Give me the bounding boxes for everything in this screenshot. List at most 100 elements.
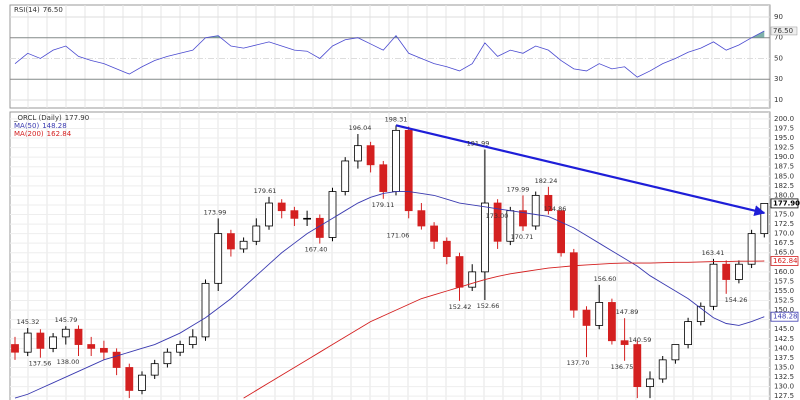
candle-body [417,210,426,227]
candle-body [633,344,642,388]
y-tick-label: 70 [774,34,783,42]
price-annotation: 171.06 [387,232,410,240]
price-annotation: 173.00 [486,212,509,220]
candle-body [608,302,616,342]
candle-body [49,336,57,349]
candle-body [582,309,591,326]
candle-body [620,340,629,345]
candle-body [328,191,337,238]
price-annotation: 196.04 [349,124,372,132]
y-tick-label: 152.5 [774,297,794,305]
price-annotation: 145.32 [17,318,40,326]
price-annotation: 156.60 [594,275,617,283]
candle-body [214,233,223,284]
y-tick-label: 175.0 [774,211,794,219]
plot [11,125,769,399]
y-tick-label: 150.0 [774,306,794,314]
y-tick-label: 127.5 [774,392,794,400]
candle-body [303,217,312,220]
candle-body [480,202,489,273]
price-annotation: 154.26 [725,296,748,304]
candle-body [125,367,134,391]
candle-body [760,203,769,235]
legend: _ORCL (Daily) 177.90 [13,114,89,122]
candle-body [747,233,756,265]
candle-body [36,332,45,349]
rsi-panel [9,4,771,109]
candle-body [112,351,121,368]
last-value: 162.84 [773,257,798,265]
legend-name: MA(200) [14,130,44,138]
candle-body [404,129,413,212]
candle-body [138,374,146,391]
y-tick-label: 197.5 [774,124,794,132]
legend-name: _ORCL (Daily) [13,114,62,122]
price-annotation: 145.79 [55,316,78,324]
price-annotation: 152.66 [477,302,500,310]
price-annotation: 173.99 [204,208,227,216]
y-tick-label: 90 [774,13,783,21]
y-tick-label: 132.5 [774,373,794,381]
last-value-box [770,311,799,322]
candle-body [493,202,502,242]
candle-body [544,194,553,212]
y-tick-label: 140.0 [774,344,794,352]
candle-body [188,336,197,345]
candle-body [392,129,400,192]
price-annotation: 140.59 [629,336,652,344]
price-panel [9,111,771,400]
rsi-line [14,30,765,78]
candle-body [366,145,375,166]
candle-body [100,347,108,353]
y-tick-label: 50 [774,54,783,62]
candle-body [201,282,210,338]
candle-body [341,160,350,192]
y-tick-label: 157.5 [774,277,794,285]
candle-body [150,363,159,376]
price-annotation: 179.99 [507,185,530,193]
price-annotation: 137.70 [567,359,590,367]
y-tick-label: 155.0 [774,287,794,295]
candle-body [442,240,451,257]
y-tick-label: 130.0 [774,383,794,391]
y-tick-label: 182.5 [774,182,794,190]
y-tick-label: 135.0 [774,363,794,371]
y-tick-label: 145.0 [774,325,794,333]
vertical-grid [27,5,770,400]
price-annotation: 147.89 [616,308,639,316]
price-annotation: 191.99 [467,140,490,148]
trendline [395,124,766,217]
candle-body [379,164,388,192]
y-tick-label: 170.0 [774,230,794,238]
price-annotation: 152.42 [449,303,472,311]
candle-body [595,302,604,326]
candle-body [277,202,286,212]
candle-body [239,240,248,250]
candle-body [519,210,527,227]
candle-body [61,328,70,338]
ma-line [14,191,765,399]
candle-body [176,344,185,353]
price-annotation: 174.86 [544,205,567,213]
legend: RSI(14) 76.50 [14,6,63,14]
candle-body [455,256,464,288]
last-value-box [770,256,799,266]
candle-body [569,252,578,311]
price-annotation: 163.41 [702,249,725,257]
y-tick-label: 142.5 [774,335,794,343]
price-annotation: 170.71 [511,233,534,241]
candle-body [709,263,718,307]
last-value-box [770,26,798,36]
candle-body [696,305,705,322]
candle-body [226,233,235,250]
price-annotation: 182.24 [535,177,558,185]
candle-body [353,145,362,162]
last-value-box [770,198,799,209]
y-tick-label: 180.0 [774,191,794,199]
y-tick-label: 10 [774,96,783,104]
candle-body [557,210,565,254]
legend-value: 177.90 [65,114,90,122]
y-tick-label: 187.5 [774,163,794,171]
legend-name: MA(50) [14,122,39,130]
